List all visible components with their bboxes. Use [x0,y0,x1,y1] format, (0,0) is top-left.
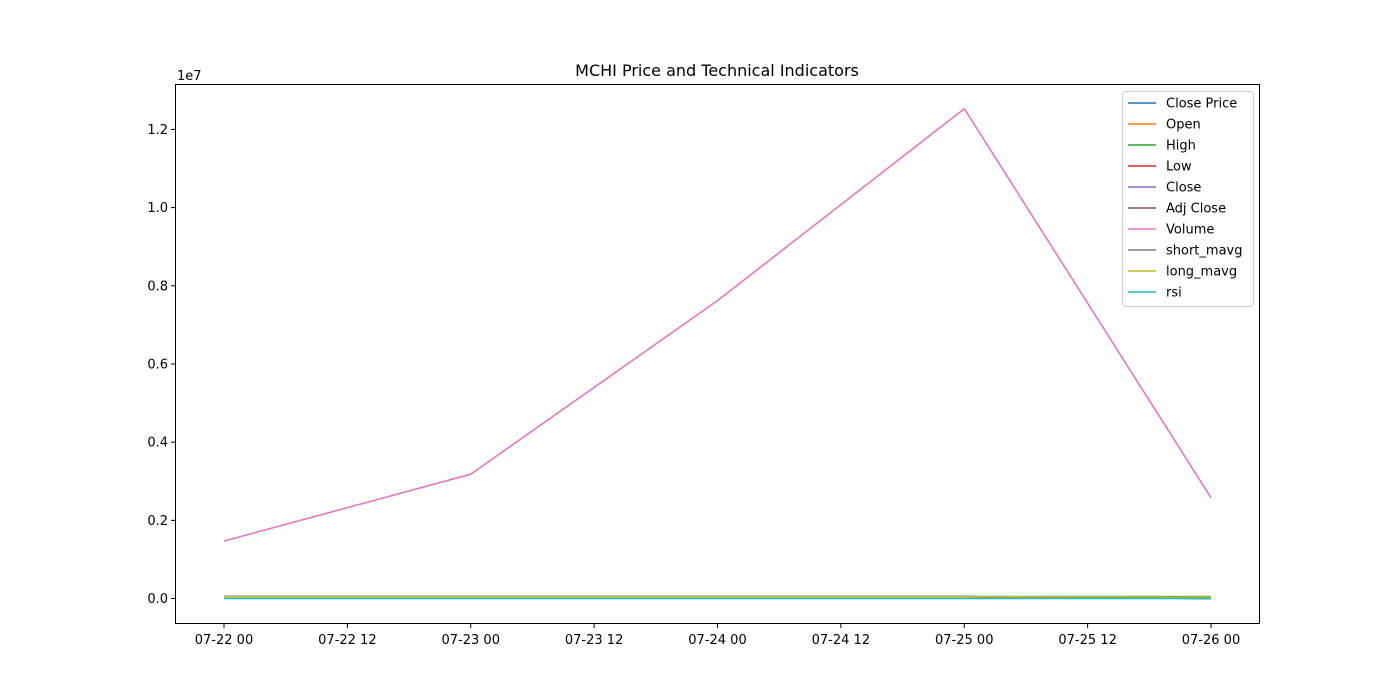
x-axis: 07-22 00 07-22 12 07-23 00 07-23 12 07-24 00… [195,623,1240,648]
x-tick-label: 07-26 00 [1182,633,1240,648]
y-tick-label: 1.0 [147,201,168,216]
legend-label: Close Price [1166,97,1237,112]
x-tick-label: 07-25 12 [1058,633,1116,648]
y-axis-multiplier-label: 1e7 [177,69,202,84]
x-tick-label: 07-23 00 [442,633,500,648]
legend-label: Open [1166,118,1201,133]
legend-label: Close [1166,181,1201,196]
legend-label: High [1166,139,1196,154]
chart-title: MCHI Price and Technical Indicators [575,61,859,80]
legend-label: short_mavg [1166,244,1242,259]
x-tick-label: 07-24 12 [812,633,870,648]
y-tick-label: 0.0 [147,592,168,607]
legend-label: long_mavg [1166,265,1237,280]
legend-label: Low [1166,160,1192,175]
series-lines [223,107,1212,600]
x-tick-label: 07-22 00 [195,633,253,648]
series-line-volume [223,107,1212,542]
legend-label: Volume [1166,223,1214,238]
legend-label: rsi [1166,286,1182,301]
y-tick-label: 0.8 [147,279,168,294]
y-tick-label: 0.4 [147,436,168,451]
legend[interactable]: Close Price Open High Low Close Adj Close Volu… [1122,91,1254,307]
x-tick-label: 07-25 00 [935,633,993,648]
x-tick-label: 07-24 00 [688,633,746,648]
y-tick-label: 0.2 [147,514,168,529]
legend-label: Adj Close [1166,202,1226,217]
x-tick-label: 07-23 12 [565,633,623,648]
y-tick-label: 1.2 [147,123,168,138]
plot-area-frame [175,84,1260,624]
y-axis: 0.0 0.2 0.4 0.6 0.8 1.0 1.2 [147,123,176,607]
x-tick-label: 07-22 12 [318,633,376,648]
series-line-long-mavg [224,595,1212,599]
y-tick-label: 0.6 [147,357,168,372]
